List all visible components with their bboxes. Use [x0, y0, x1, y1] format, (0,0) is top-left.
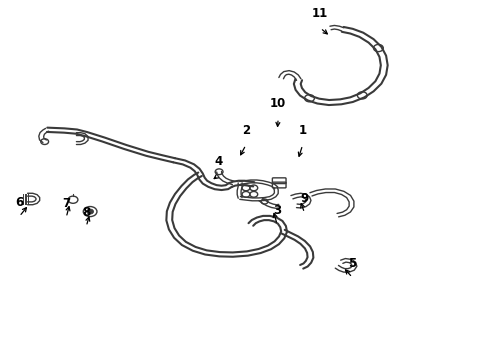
Text: 1: 1 — [298, 124, 307, 137]
Text: 9: 9 — [300, 192, 309, 205]
Text: 3: 3 — [273, 204, 281, 217]
Text: 2: 2 — [242, 124, 250, 137]
Text: 11: 11 — [312, 7, 328, 20]
Circle shape — [87, 209, 94, 214]
Text: 8: 8 — [82, 206, 90, 219]
Text: 6: 6 — [15, 196, 24, 209]
Text: 7: 7 — [62, 197, 70, 210]
Text: 4: 4 — [214, 155, 222, 168]
Text: 5: 5 — [348, 257, 357, 270]
Text: 10: 10 — [270, 98, 286, 111]
